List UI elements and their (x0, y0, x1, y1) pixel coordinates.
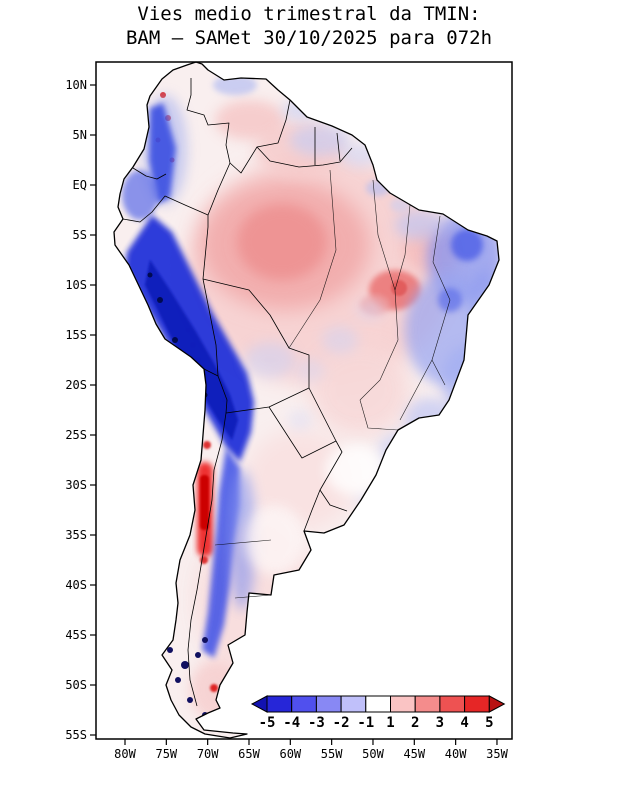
lon-tick-label: 35W (486, 747, 508, 761)
colorbar-tick-label: 5 (485, 715, 493, 731)
page-subtitle: BAM – SAMet 30/10/2025 para 072h (126, 27, 492, 49)
colorbar-tick-label: -4 (283, 715, 300, 731)
lat-axis: 10N 5N EQ 5S 10S 15S 20S 25S 30S 35S 40S 45S 50S 55S (65, 78, 96, 742)
lat-tick-label: 40S (65, 578, 87, 592)
lon-tick-label: 55W (321, 747, 343, 761)
lon-tick-label: 70W (197, 747, 219, 761)
lat-tick-label: 5S (73, 228, 87, 242)
colorbar-tick-label: -5 (259, 715, 276, 731)
colorbar-tick-label: 2 (411, 715, 419, 731)
colorbar-segment (414, 695, 441, 713)
lon-tick-label: 75W (155, 747, 177, 761)
lat-tick-label: 20S (65, 378, 87, 392)
colorbar-segment (439, 695, 466, 713)
lat-tick-label: 30S (65, 478, 87, 492)
lon-tick-label: 80W (114, 747, 136, 761)
colorbar-tick-label: -1 (357, 715, 374, 731)
colorbar-segment (464, 695, 490, 713)
colorbar-tick-label: 4 (460, 715, 468, 731)
colorbar-segment (340, 695, 367, 713)
state-borders (214, 169, 451, 599)
colorbar-segment (390, 695, 416, 713)
page-title: Vies medio trimestral da TMIN: (137, 3, 480, 25)
lon-tick-label: 60W (279, 747, 301, 761)
lat-tick-label: 10N (65, 78, 87, 92)
colorbar-segment (266, 695, 293, 713)
colorbar-segment (365, 695, 391, 713)
colorbar-tick-label: -3 (308, 715, 325, 731)
lat-tick-label: 45S (65, 628, 87, 642)
colorbar-tick-label: -2 (333, 715, 350, 731)
coastline (113, 61, 500, 739)
colorbar: -5 -4 -3 -2 -1 1 2 3 4 5 (250, 695, 506, 731)
lon-tick-label: 65W (238, 747, 260, 761)
lat-tick-label: 50S (65, 678, 87, 692)
colorbar-tick-label: 1 (386, 715, 394, 731)
lat-tick-label: 55S (65, 728, 87, 742)
lat-tick-label: 5N (73, 128, 87, 142)
lon-tick-label: 50W (362, 747, 384, 761)
map-frame (95, 61, 513, 740)
lon-axis: 80W 75W 70W 65W 60W 55W 50W 45W 40W 35W (114, 739, 509, 761)
lon-tick-label: 40W (445, 747, 467, 761)
lat-tick-label: 15S (65, 328, 87, 342)
country-borders (122, 78, 353, 707)
colorbar-segment (315, 695, 342, 713)
colorbar-arrow-right (488, 695, 506, 713)
lat-tick-label: 10S (65, 278, 87, 292)
lat-tick-label: 35S (65, 528, 87, 542)
lat-tick-label: 25S (65, 428, 87, 442)
bias-region-neutral (245, 445, 385, 575)
colorbar-segment (291, 695, 317, 713)
colorbar-tick-label: 3 (436, 715, 444, 731)
lon-tick-label: 45W (403, 747, 425, 761)
lat-tick-label: EQ (73, 178, 87, 192)
